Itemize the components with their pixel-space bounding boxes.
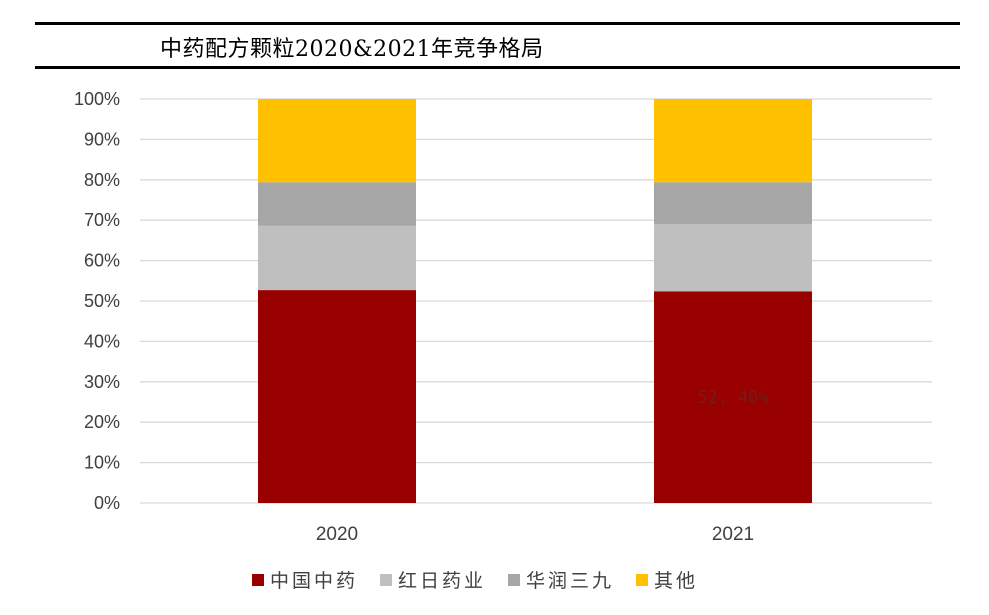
legend-item: 红日药业 xyxy=(380,566,486,593)
bar-segment-2021-3 xyxy=(654,182,812,225)
legend-label: 中国中药 xyxy=(270,570,359,592)
data-labels: 52. 40% xyxy=(697,388,769,408)
chart-legend: 中国中药 红日药业 华润三九 其他 xyxy=(252,566,720,593)
legend-swatch xyxy=(508,573,521,586)
y-tick-label: 70% xyxy=(84,210,120,230)
y-tick-label: 0% xyxy=(94,493,120,513)
bars xyxy=(258,99,812,503)
bar-segment-2020-4 xyxy=(258,99,416,183)
legend-item: 中国中药 xyxy=(252,566,358,593)
bar-segment-2020-3 xyxy=(258,182,416,226)
y-tick-label: 100% xyxy=(74,89,120,109)
stacked-bar-chart: 0%10%20%30%40%50%60%70%80%90%100% 2020 20… xyxy=(74,89,932,545)
legend-swatch xyxy=(252,573,264,586)
y-tick-label: 60% xyxy=(84,251,120,271)
bar-segment-2020-1 xyxy=(258,290,416,503)
y-tick-label: 30% xyxy=(84,372,120,392)
bar-segment-2021-4 xyxy=(654,99,812,183)
legend-swatch xyxy=(636,573,649,586)
y-tick-label: 90% xyxy=(84,129,120,149)
y-axis-ticks: 0% 10% 20% 30% 40% 50% 60% 70% 80% 90% 100% xyxy=(74,89,120,513)
y-tick-label: 50% xyxy=(84,291,120,311)
legend-item: 华润三九 xyxy=(508,566,614,593)
legend-item: 其他 xyxy=(636,566,698,593)
bar-segment-2021-2 xyxy=(654,224,812,292)
y-tick-label: 10% xyxy=(84,453,120,473)
y-tick-label: 40% xyxy=(84,331,120,351)
y-tick-label: 80% xyxy=(84,170,120,190)
chart-title: 中药配方颗粒2020&2021年竞争格局 xyxy=(160,37,544,62)
title-bottom-rule xyxy=(35,66,960,69)
bar-segment-2021-1 xyxy=(654,291,812,503)
bar-segment-2020-2 xyxy=(258,225,416,291)
legend-swatch xyxy=(380,573,393,586)
x-category-label: 2021 xyxy=(712,524,754,545)
title-top-rule xyxy=(35,22,960,25)
y-tick-label: 20% xyxy=(84,412,120,432)
legend-label: 红日药业 xyxy=(398,570,487,592)
legend-label: 其他 xyxy=(654,570,699,592)
x-category-label: 2020 xyxy=(316,524,358,545)
legend-label: 华润三九 xyxy=(526,570,615,592)
x-axis-categories: 2020 2021 xyxy=(316,524,754,545)
data-label: 52. 40% xyxy=(697,388,769,408)
